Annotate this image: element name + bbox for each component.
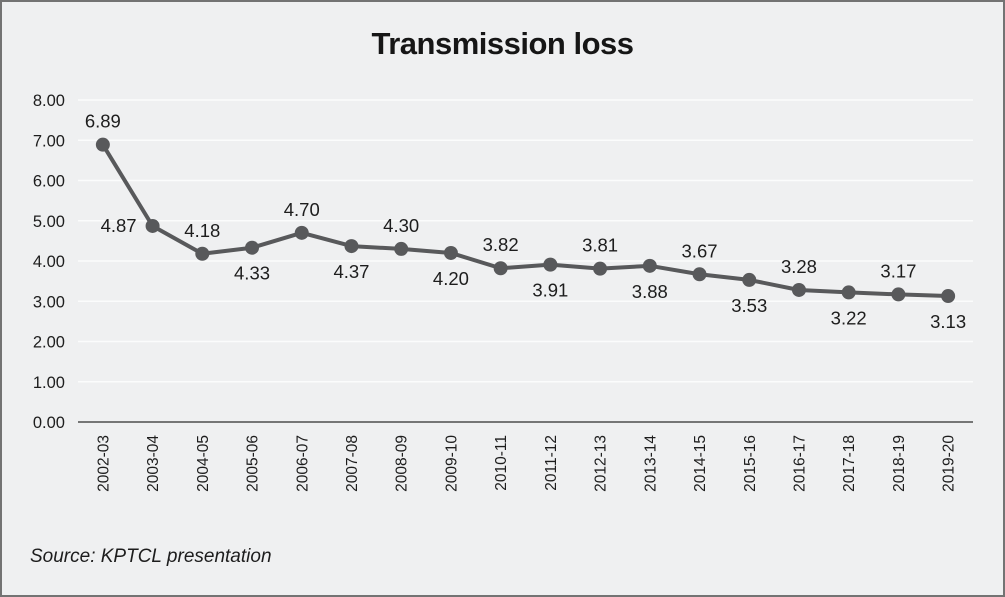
data-label: 3.28 bbox=[781, 256, 817, 277]
x-tick-label: 2014-15 bbox=[692, 435, 709, 492]
data-label: 3.67 bbox=[682, 240, 718, 261]
data-point bbox=[195, 246, 210, 261]
series-line bbox=[100, 142, 951, 299]
data-label: 4.37 bbox=[333, 261, 369, 282]
data-label: 4.70 bbox=[284, 199, 320, 220]
x-tick-label: 2008-09 bbox=[394, 435, 411, 492]
x-tick-label: 2007-08 bbox=[344, 435, 361, 492]
x-tick-label: 2015-16 bbox=[742, 435, 759, 492]
x-tick-label: 2006-07 bbox=[294, 435, 311, 492]
data-point bbox=[294, 225, 309, 240]
y-tick-label: 4.00 bbox=[33, 253, 65, 271]
data-label: 3.88 bbox=[632, 281, 668, 302]
data-point bbox=[344, 239, 359, 254]
data-point bbox=[394, 241, 409, 256]
x-tick-label: 2016-17 bbox=[791, 435, 808, 492]
source-note: Source: KPTCL presentation bbox=[30, 546, 272, 567]
data-point bbox=[742, 272, 757, 287]
data-label: 4.20 bbox=[433, 268, 469, 289]
data-label: 3.82 bbox=[483, 234, 519, 255]
data-label: 4.18 bbox=[184, 220, 220, 241]
data-label: 6.89 bbox=[85, 111, 121, 132]
data-label: 3.22 bbox=[831, 307, 867, 328]
data-label: 4.33 bbox=[234, 263, 270, 284]
data-label: 3.91 bbox=[532, 280, 568, 301]
chart-title: Transmission loss bbox=[371, 26, 635, 61]
data-point bbox=[145, 218, 160, 233]
x-tick-label: 2004-05 bbox=[195, 435, 212, 492]
y-tick-label: 5.00 bbox=[33, 213, 65, 231]
y-tick-label: 0.00 bbox=[33, 414, 65, 432]
y-tick-label: 1.00 bbox=[33, 374, 65, 392]
x-tick-label: 2012-13 bbox=[593, 435, 610, 492]
data-point bbox=[95, 137, 110, 152]
x-tick-label: 2011-12 bbox=[543, 435, 560, 491]
data-point bbox=[543, 257, 558, 272]
x-tick-label: 2010-11 bbox=[493, 435, 510, 491]
x-tick-label: 2003-04 bbox=[145, 435, 162, 492]
data-point bbox=[443, 245, 458, 260]
data-label: 4.87 bbox=[101, 215, 137, 236]
data-label: 3.13 bbox=[930, 311, 966, 332]
data-point bbox=[791, 282, 806, 297]
data-point bbox=[642, 258, 657, 273]
data-label: 3.17 bbox=[880, 260, 916, 281]
x-tick-label: 2019-20 bbox=[941, 435, 958, 492]
data-label: 3.81 bbox=[582, 235, 618, 256]
y-tick-label: 3.00 bbox=[33, 293, 65, 311]
y-tick-label: 2.00 bbox=[33, 334, 65, 352]
x-tick-label: 2005-06 bbox=[245, 435, 262, 492]
data-point bbox=[891, 287, 906, 302]
y-tick-label: 7.00 bbox=[33, 132, 65, 150]
y-tick-label: 8.00 bbox=[33, 92, 65, 110]
y-tick-label: 6.00 bbox=[33, 173, 65, 191]
data-label: 3.53 bbox=[731, 295, 767, 316]
x-tick-label: 2002-03 bbox=[95, 435, 112, 492]
data-point bbox=[692, 267, 707, 282]
data-point bbox=[245, 240, 260, 255]
data-point bbox=[593, 261, 608, 276]
data-point bbox=[941, 289, 956, 304]
data-point bbox=[841, 285, 856, 300]
x-tick-label: 2018-19 bbox=[891, 435, 908, 492]
x-tick-label: 2013-14 bbox=[642, 435, 659, 492]
x-tick-label: 2009-10 bbox=[443, 435, 460, 492]
data-point bbox=[493, 261, 508, 276]
data-label: 4.30 bbox=[383, 215, 419, 236]
x-tick-label: 2017-18 bbox=[841, 435, 858, 492]
